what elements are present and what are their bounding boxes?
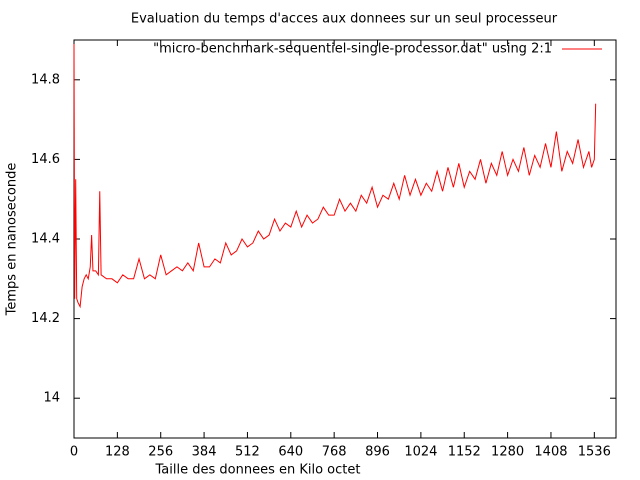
y-tick-label: 14.8 [31, 72, 60, 87]
legend-label: "micro-benchmark-sequentiel-single-proce… [153, 42, 552, 57]
y-tick-label: 14.6 [31, 152, 60, 167]
x-tick-label: 384 [192, 445, 217, 460]
x-tick-label: 1152 [448, 445, 481, 460]
y-axis-label: Temps en nanoseconde [5, 163, 20, 317]
x-tick-label: 640 [278, 445, 303, 460]
x-axis-label: Taille des donnees en Kilo octet [155, 463, 361, 478]
plot-frame [73, 39, 617, 439]
x-tick-label: 1536 [578, 445, 611, 460]
x-tick-label: 896 [365, 445, 390, 460]
x-tick-label: 1408 [534, 445, 567, 460]
chart-title: Evaluation du temps d'acces aux donnees … [131, 12, 558, 27]
x-tick-label: 768 [322, 445, 347, 460]
x-tick-label: 0 [70, 445, 78, 460]
x-tick-label: 256 [148, 445, 173, 460]
data-line [73, 43, 597, 309]
x-tick-label: 128 [105, 445, 130, 460]
x-tick-label: 1280 [491, 445, 524, 460]
y-tick-label: 14.4 [31, 232, 60, 247]
y-tick-label: 14.2 [31, 311, 60, 326]
y-tick-label: 14 [43, 391, 60, 406]
x-tick-label: 1024 [404, 445, 437, 460]
x-tick-label: 512 [235, 445, 260, 460]
